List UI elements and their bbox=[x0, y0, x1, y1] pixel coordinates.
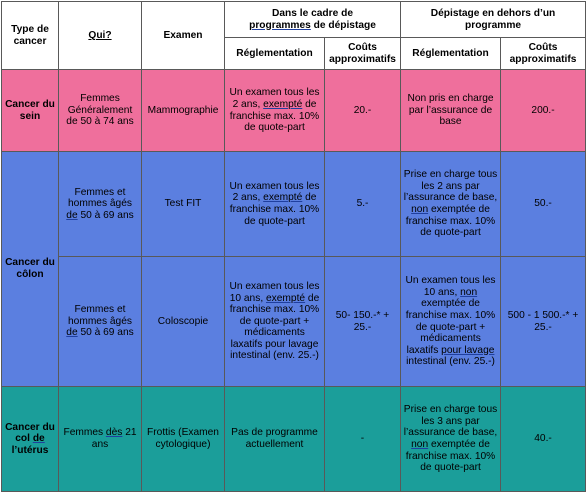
qui-fit-de: de bbox=[66, 209, 78, 221]
cell-examen-uterus: Frottis (Examen cytologique) bbox=[141, 386, 225, 492]
header-reglementation-2: Réglementation bbox=[400, 37, 502, 70]
type-uterus-de: de bbox=[32, 433, 45, 445]
header-group-hors-line1: Dépistage en dehors d’un bbox=[430, 7, 556, 19]
row-cancer-uterus: Cancer du col de l’utérus Femmes dès 21 … bbox=[1, 386, 586, 492]
reg2-uterus-c: exemptée de franchise max. 10% de quote-… bbox=[405, 439, 496, 474]
header-row-2: Réglementation Coûts approximatifs Régle… bbox=[2, 37, 586, 70]
reg2-uterus-a: Prise en charge tous les 3 ans par l’ass… bbox=[403, 404, 498, 439]
cell-examen-sein: Mammographie bbox=[141, 69, 225, 152]
header-group-programme: Dans le cadre de programmes de dépistage bbox=[223, 1, 402, 38]
row-colon-coloscopie: Femmes et hommes âgés de 50 à 69 ans Col… bbox=[1, 256, 586, 387]
row-colon-fit: Cancer du côlon Femmes et hommes âgés de… bbox=[1, 151, 586, 387]
reg2-colo-c: exemptée de franchise max. 10% de quote-… bbox=[405, 298, 496, 356]
header-examen: Examen bbox=[141, 1, 225, 70]
header-qui-label: Qui? bbox=[88, 29, 112, 41]
reg2-colo-e: intestinal (env. 25.-) bbox=[406, 356, 495, 368]
cell-reg1-colo: Un examen tous les 10 ans, exempté de fr… bbox=[224, 256, 325, 387]
qui-fit-a: Femmes et hommes âgés bbox=[68, 186, 132, 210]
reg2-fit-a: Prise en charge tous les 2 ans par l’ass… bbox=[403, 169, 498, 204]
header-programmes-word: programmes bbox=[249, 19, 311, 31]
cell-cout1-fit: 5.- bbox=[323, 151, 402, 257]
header-couts-1: Coûts approximatifs bbox=[323, 37, 402, 70]
reg1-colo-c: de franchise max. 10% de quote-part + mé… bbox=[229, 292, 320, 362]
reg1-sein-a: Un examen tous les 2 ans, bbox=[229, 87, 320, 110]
cell-qui-colo: Femmes et hommes âgés de 50 à 69 ans bbox=[58, 256, 142, 387]
reg2-colo-a: Un examen tous les 10 ans, bbox=[405, 275, 496, 298]
cell-reg1-sein: Un examen tous les 2 ans, exempté de fra… bbox=[224, 69, 325, 152]
row-cancer-sein: Cancer du sein Femmes Généralement de 50… bbox=[1, 69, 586, 152]
header-row-1: Type de cancer Qui? Examen Dans le cadre… bbox=[1, 1, 586, 70]
cell-cout1-colo: 50- 150.-* + 25.- bbox=[323, 256, 402, 387]
cell-cout2-colo: 500 - 1 500.-* + 25.- bbox=[500, 256, 586, 387]
cell-qui-uterus: Femmes dès 21 ans bbox=[58, 386, 142, 492]
header-couts-2: Coûts approximatifs bbox=[500, 37, 586, 70]
reg1-sein-c: de franchise max. 10% de quote-part bbox=[229, 98, 320, 134]
header-qui: Qui? bbox=[58, 1, 142, 70]
cell-examen-colo: Coloscopie bbox=[141, 256, 225, 387]
cell-reg1-uterus: Pas de programme actuellement bbox=[224, 386, 325, 492]
qui-colo-de: de bbox=[66, 327, 78, 339]
reg2-fit-non: non bbox=[411, 204, 429, 215]
cell-qui-sein: Femmes Généralement de 50 à 74 ans bbox=[58, 69, 142, 152]
qui-uterus-a: Femmes bbox=[63, 427, 106, 439]
cell-cout1-uterus: - bbox=[323, 386, 402, 492]
qui-fit-c: 50 à 69 ans bbox=[77, 209, 134, 221]
qui-uterus-c: 21 ans bbox=[91, 427, 137, 450]
reg1-colo-a: Un examen tous les 10 ans, bbox=[229, 280, 320, 304]
qui-colo-a: Femmes et hommes âgés bbox=[68, 304, 132, 327]
reg2-uterus-non: non bbox=[411, 439, 429, 450]
cell-cout1-sein: 20.- bbox=[323, 69, 402, 152]
cell-reg2-uterus: Prise en charge tous les 3 ans par l’ass… bbox=[400, 386, 502, 492]
cell-type-uterus: Cancer du col de l’utérus bbox=[1, 386, 59, 492]
reg1-fit-a: Un examen tous les 2 ans, bbox=[229, 180, 320, 204]
header-group-hors-programme: Dépistage en dehors d’un programme bbox=[400, 1, 586, 38]
qui-colo-c: 50 à 69 ans bbox=[77, 327, 134, 339]
reg2-colo-pour-lavage: pour lavage bbox=[441, 344, 495, 356]
type-uterus-a: Cancer du col bbox=[5, 421, 55, 445]
header-reglementation-1: Réglementation bbox=[224, 37, 325, 70]
cell-cout2-sein: 200.- bbox=[500, 69, 586, 152]
cell-type-colon: Cancer du côlon bbox=[1, 151, 59, 387]
cell-reg1-fit: Un examen tous les 2 ans, exempté de fra… bbox=[224, 151, 325, 257]
reg2-fit-c: exemptée de franchise max. 10% de quote-… bbox=[405, 204, 496, 239]
header-group-programme-line2: programmes de dépistage bbox=[227, 20, 398, 32]
cell-cout2-fit: 50.- bbox=[500, 151, 586, 257]
cell-qui-fit: Femmes et hommes âgés de 50 à 69 ans bbox=[58, 151, 142, 257]
cell-examen-fit: Test FIT bbox=[141, 151, 225, 257]
header-group-hors-line2: programme bbox=[465, 19, 522, 31]
header-de-depistage: de dépistage bbox=[310, 19, 376, 31]
reg1-fit-c: de franchise max. 10% de quote-part bbox=[229, 192, 320, 227]
type-uterus-c: l’utérus bbox=[11, 444, 49, 456]
header-type-cancer: Type de cancer bbox=[1, 1, 59, 70]
qui-uterus-des: dès bbox=[105, 427, 123, 439]
cell-reg2-fit: Prise en charge tous les 2 ans par l’ass… bbox=[400, 151, 502, 257]
reg2-colo-non: non bbox=[460, 286, 478, 298]
cell-cout2-uterus: 40.- bbox=[500, 386, 586, 492]
reg1-fit-exempte: exempté bbox=[263, 192, 303, 204]
cell-reg2-colo: Un examen tous les 10 ans, non exemptée … bbox=[400, 256, 502, 387]
cell-type-sein: Cancer du sein bbox=[1, 69, 59, 152]
cell-reg2-sein: Non pris en charge par l’assurance de ba… bbox=[400, 69, 502, 152]
header-group-programme-line1: Dans le cadre de bbox=[272, 7, 353, 19]
reg1-sein-exempte: exempté bbox=[263, 98, 303, 110]
reg1-colo-exempte: exempté bbox=[266, 292, 306, 304]
